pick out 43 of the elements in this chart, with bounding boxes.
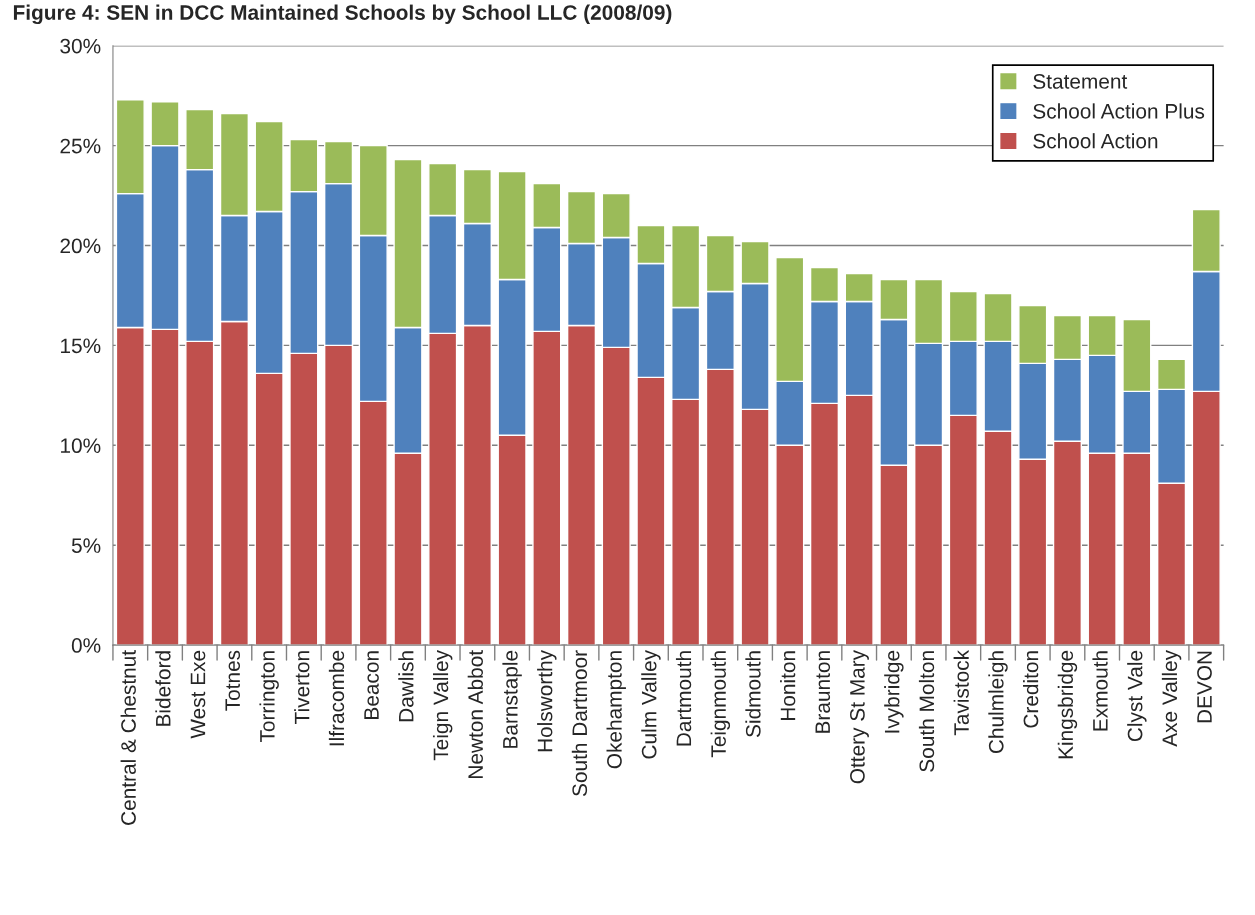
x-tick-label: Teignmouth	[710, 651, 731, 758]
x-tick-label: Kingsbridge	[1057, 650, 1078, 759]
x-tick-label: Beacon	[364, 651, 379, 719]
legend-label: School Action	[1033, 133, 1158, 149]
y-tick-label: 5%	[71, 538, 101, 553]
x-tick-label: Totnes	[225, 650, 241, 711]
x-tick-label: Exmouth	[1092, 651, 1108, 731]
x-tick-label: Crediton	[1023, 651, 1039, 728]
x-tick-label: Braunton	[815, 651, 831, 733]
x-tick-label: Teign Valley	[432, 649, 453, 761]
x-tick-label: Ilfracombe	[328, 650, 345, 746]
x-tick-label: Ottery St Mary	[850, 649, 869, 784]
x-tick-label: Torrington	[259, 651, 279, 743]
x-tick-label: Clyst Vale	[1127, 650, 1147, 742]
x-tick-label: Tiverton	[294, 651, 310, 724]
y-tick-label: 10%	[61, 438, 101, 454]
legend-label: Statement	[1033, 74, 1128, 89]
x-tick-label: Holsworthy	[537, 649, 557, 752]
x-tick-label: Barnstaple	[502, 650, 522, 748]
x-tick-label: Chulmleigh	[988, 651, 1008, 754]
x-tick-label: Dartmouth	[675, 651, 692, 746]
y-tick-label: 30%	[60, 38, 101, 54]
x-tick-label: Sidmouth	[745, 651, 761, 737]
x-tick-label: South Dartmoor	[571, 650, 588, 797]
x-tick-label: South Molton	[918, 651, 935, 772]
y-tick-label: 20%	[60, 238, 101, 254]
chart-title: Figure 4: SEN in DCC Maintained Schools by School LLC (2008/09)	[13, 4, 672, 25]
x-tick-label: Bideford	[155, 651, 171, 726]
x-tick-label: DEVON	[1197, 651, 1212, 723]
x-tick-label: West Exe	[190, 650, 206, 739]
y-tick-label: 15%	[61, 338, 101, 354]
x-tick-label: Okehampton	[606, 651, 626, 769]
x-tick-label: Newton Abbot	[467, 650, 483, 778]
x-tick-label: Tavistock	[953, 649, 969, 736]
y-tick-label: 25%	[60, 138, 101, 154]
x-tick-label: Ivybridge	[884, 650, 904, 733]
x-tick-label: Central & Chestnut	[120, 650, 136, 825]
x-tick-label: Axe Valley	[1161, 649, 1182, 747]
x-tick-label: Honiton	[780, 651, 796, 721]
x-tick-label: Dawlish	[398, 651, 414, 722]
x-tick-label: Culm Valley	[641, 649, 661, 759]
y-tick-label: 0%	[71, 638, 101, 653]
legend-label: School Action Plus	[1033, 103, 1205, 119]
